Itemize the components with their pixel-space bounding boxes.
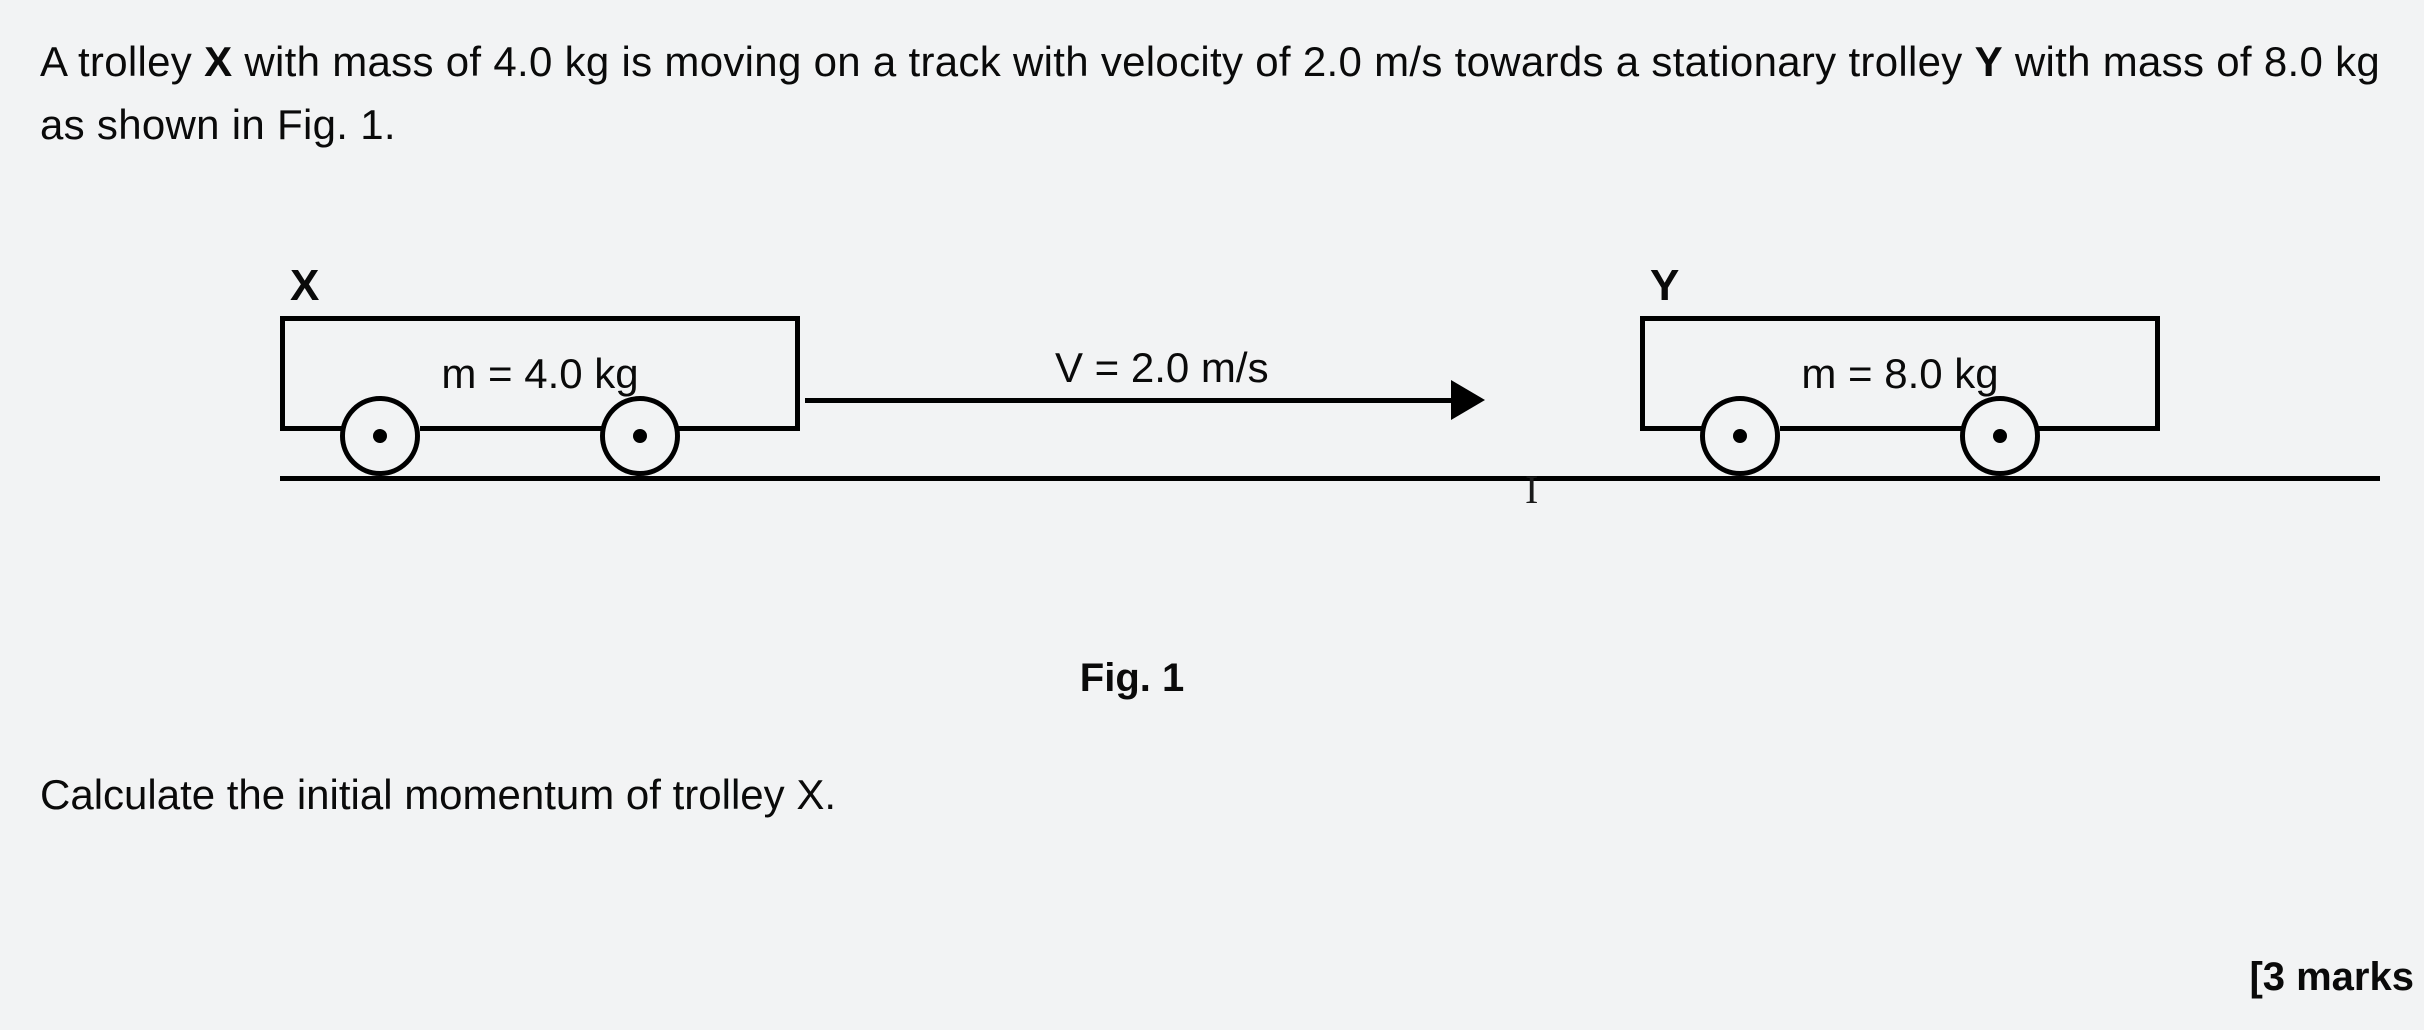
wheel-hub: [373, 429, 387, 443]
trolley-y-mass: m = 8.0 kg: [1801, 350, 1998, 398]
trolley-x-wheel-1: [340, 396, 420, 476]
question-page: A trolley X with mass of 4.0 kg is movin…: [0, 0, 2424, 1030]
trolley-y-wheel-1: [1700, 396, 1780, 476]
arrow-line: [805, 398, 1459, 403]
trolley-y-base-right: [2030, 426, 2160, 431]
trolley-x-base-mid: [420, 426, 610, 431]
text-cursor-icon: I: [1525, 466, 1538, 513]
trolley-y-wheel-2: [1960, 396, 2040, 476]
trolley-x-base-right: [670, 426, 800, 431]
trolley-x-wheel-2: [600, 396, 680, 476]
marks-label: [3 marks: [2249, 955, 2414, 1000]
trolley-y-base-mid: [1780, 426, 1970, 431]
problem-statement: A trolley X with mass of 4.0 kg is movin…: [40, 30, 2384, 156]
trolley-y-label: Y: [1650, 261, 1679, 311]
trolley-x-label: X: [290, 261, 319, 311]
wheel-hub: [633, 429, 647, 443]
figure-caption: Fig. 1: [0, 656, 2384, 701]
wheel-hub: [1733, 429, 1747, 443]
figure-1: X m = 4.0 kg V = 2.0 m/s Y m = 8.0 kg: [280, 256, 2380, 576]
question-text: Calculate the initial momentum of trolle…: [40, 771, 2384, 819]
velocity-label: V = 2.0 m/s: [1055, 344, 1269, 392]
arrow-head-icon: [1451, 380, 1485, 420]
wheel-hub: [1993, 429, 2007, 443]
trolley-y: Y m = 8.0 kg: [1640, 316, 2160, 426]
track-line: [280, 476, 2380, 481]
trolley-x-mass: m = 4.0 kg: [441, 350, 638, 398]
velocity-arrow: V = 2.0 m/s: [805, 356, 1485, 416]
trolley-x: X m = 4.0 kg: [280, 316, 800, 426]
